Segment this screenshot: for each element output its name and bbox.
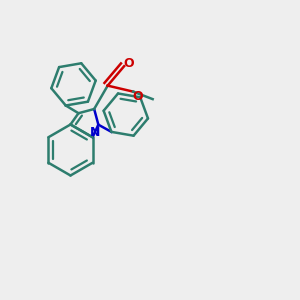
Text: O: O (123, 57, 134, 70)
Text: N: N (90, 126, 100, 139)
Text: O: O (132, 90, 143, 103)
